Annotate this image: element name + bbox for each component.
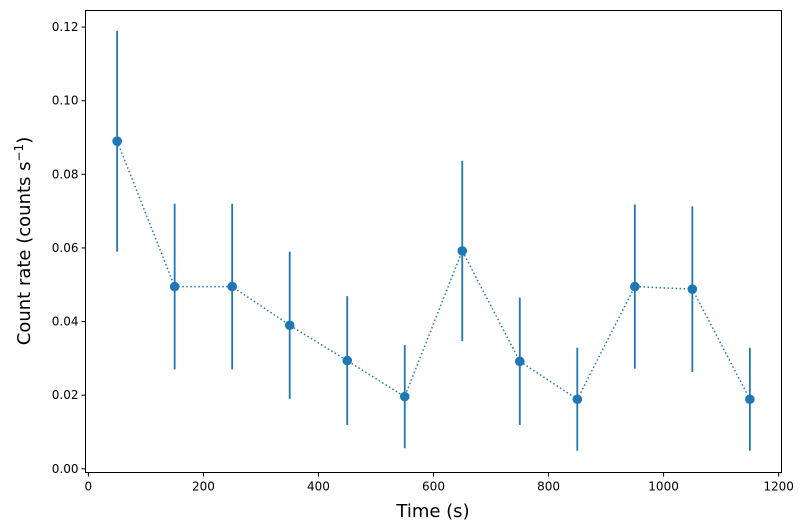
plot-area (85, 10, 782, 473)
data-point (399, 391, 410, 402)
data-point (745, 394, 755, 405)
y-axis-label: Count rate (counts s−1) (12, 137, 35, 345)
x-tick-label: 1000 (648, 480, 679, 494)
data-point (169, 281, 180, 292)
data-point (572, 394, 583, 405)
x-tick-label: 200 (192, 480, 215, 494)
y-tick-label: 0.04 (52, 315, 79, 329)
y-tick-label: 0.06 (52, 241, 79, 255)
y-tick-label: 0.02 (52, 388, 79, 402)
y-tick-label: 0.10 (52, 94, 79, 108)
x-axis-label: Time (s) (395, 501, 469, 522)
data-point (630, 281, 640, 292)
y-tick-label: 0.08 (52, 167, 79, 181)
x-tick-label: 600 (422, 480, 445, 494)
data-series (112, 30, 755, 451)
y-tick-label: 0.12 (52, 20, 79, 34)
y-axis: 0.00 0.02 0.04 0.06 0.08 0.10 0.12 (52, 20, 86, 476)
y-tick-label: 0.00 (52, 462, 79, 476)
data-point (284, 320, 295, 331)
series-line (116, 140, 751, 401)
data-point (112, 136, 122, 146)
x-tick-label: 0 (85, 480, 93, 494)
x-axis: 0 200 400 600 800 1000 1200 (85, 472, 794, 494)
data-point (227, 281, 237, 292)
x-tick-label: 800 (537, 480, 560, 494)
data-point (342, 355, 353, 366)
x-tick-label: 400 (307, 480, 330, 494)
data-point (514, 356, 525, 367)
data-point (457, 246, 468, 256)
x-tick-label: 1200 (763, 480, 794, 494)
data-point (687, 284, 698, 294)
